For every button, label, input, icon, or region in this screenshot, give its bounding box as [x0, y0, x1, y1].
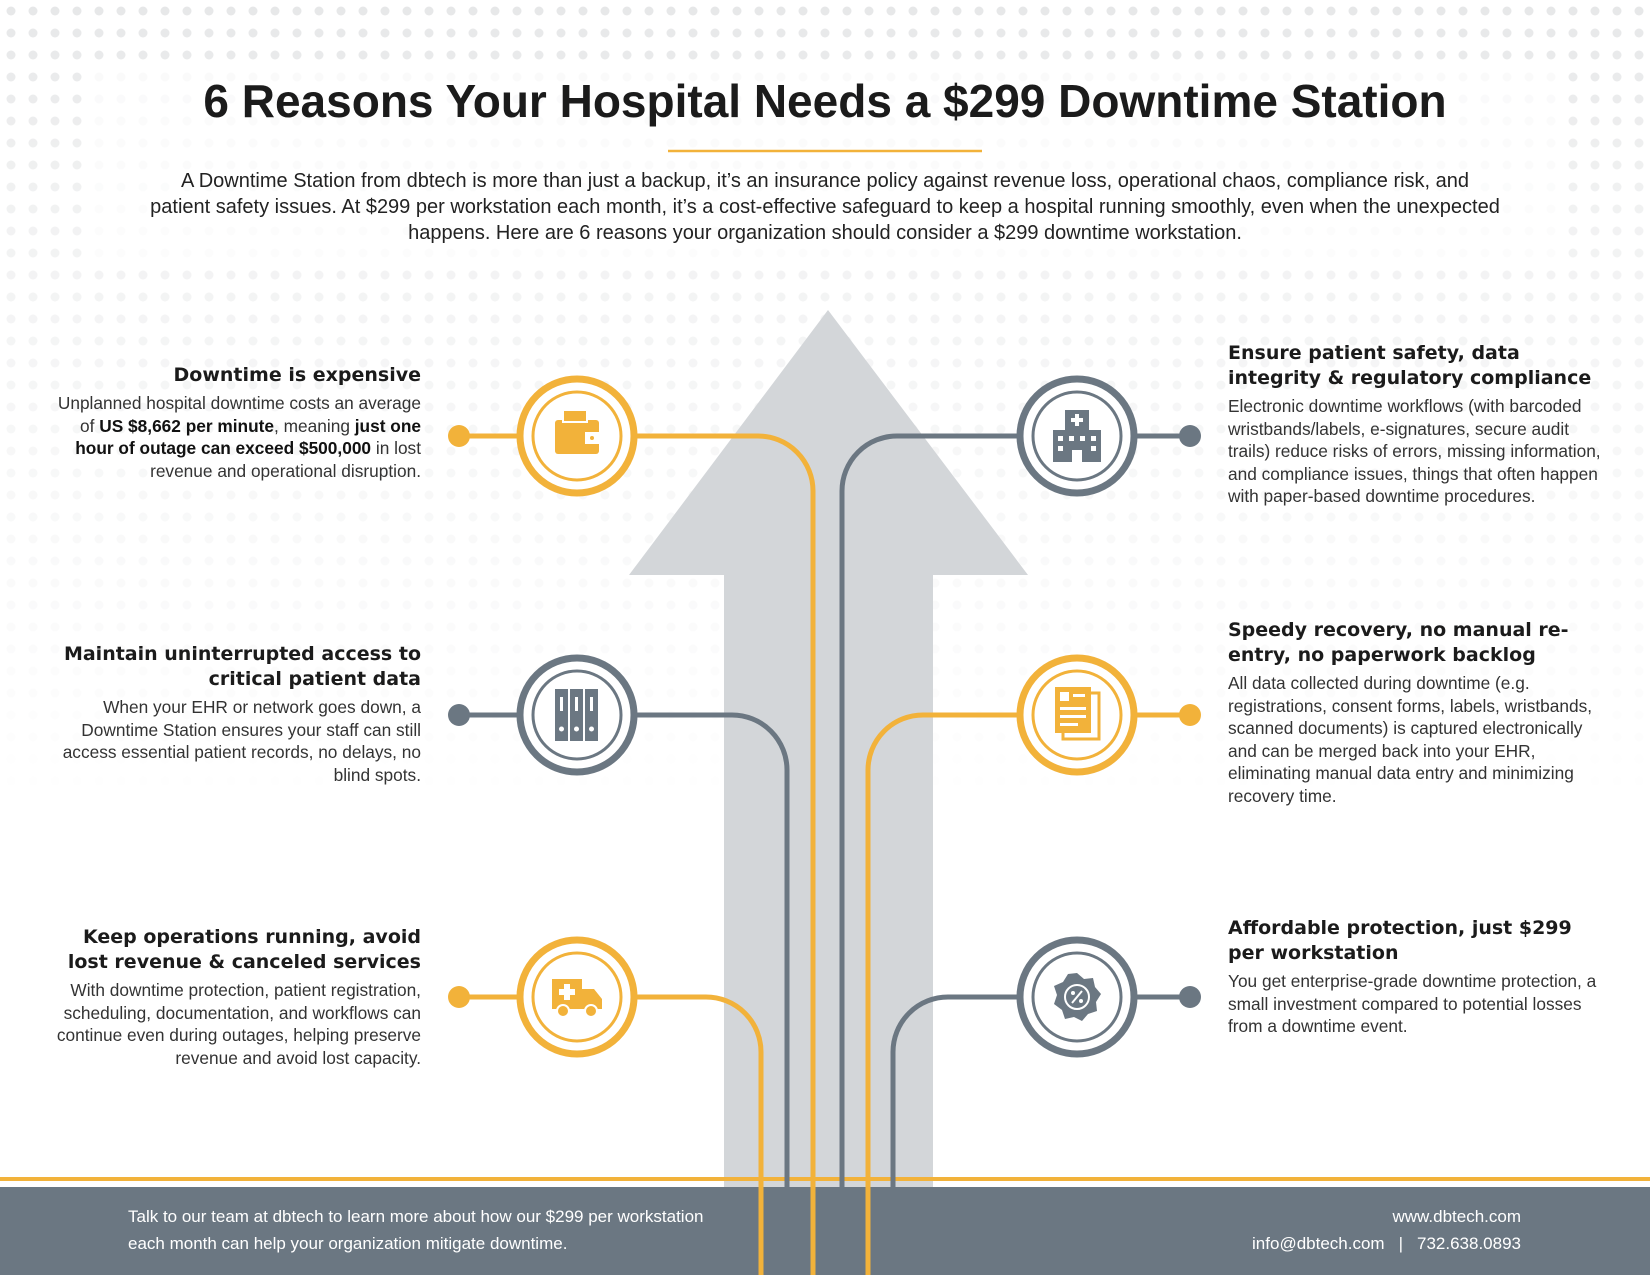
- connector: [459, 712, 790, 1275]
- end-dot: [448, 986, 470, 1008]
- website: www.dbtech.com: [1392, 1207, 1522, 1226]
- footer-message: Talk to our team at dbtech to learn more…: [128, 1207, 704, 1253]
- phone: 732.638.0893: [1417, 1234, 1521, 1253]
- hospital-badge: [1016, 375, 1138, 497]
- contact-line: info@dbtech.com | 732.638.0893: [1252, 1230, 1521, 1257]
- body-text: in lost revenue and operational disrupti…: [150, 438, 421, 481]
- reason-body: Electronic downtime workflows (with barc…: [1228, 395, 1608, 508]
- footer-contact: www.dbtech.com info@dbtech.com | 732.638.0…: [1252, 1203, 1521, 1257]
- page-title: 6 Reasons Your Hospital Needs a $299 Dow…: [203, 75, 1447, 127]
- body-text: You get enterprise-grade downtime protec…: [1228, 971, 1597, 1037]
- reason-block: Affordable protection, just $299 per wor…: [1228, 916, 1608, 1038]
- footer-band: [0, 1187, 1650, 1275]
- connector: [459, 433, 816, 1275]
- end-dots: [448, 425, 1201, 1008]
- connector-lines: [459, 433, 1190, 1275]
- reason-block: Ensure patient safety, data integrity & …: [1228, 341, 1608, 508]
- reason-block: Downtime is expensive Unplanned hospital …: [41, 363, 421, 482]
- bold-text: US $8,662 per minute: [99, 415, 275, 436]
- binders-badge: [516, 654, 638, 776]
- reason-body: When your EHR or network goes down, a Do…: [41, 696, 421, 786]
- reason-heading: Speedy recovery, no manual re-entry, no …: [1228, 619, 1569, 666]
- discount-badge: [1016, 936, 1138, 1058]
- wallet-badge: [516, 375, 638, 497]
- connector: [839, 433, 1190, 1275]
- ambulance-badge: [516, 936, 638, 1058]
- header-backdrop: [90, 60, 1560, 260]
- body-text: All data collected during downtime (e.g.…: [1228, 673, 1593, 806]
- end-dot: [1179, 704, 1201, 726]
- document-badge: [1016, 654, 1138, 776]
- reason-heading: Maintain uninterrupted access to critica…: [63, 643, 421, 690]
- body-text: Electronic downtime workflows (with barc…: [1228, 396, 1601, 507]
- body-text: When your EHR or network goes down, a Do…: [62, 697, 421, 785]
- body-text: With downtime protection, patient regist…: [56, 980, 421, 1068]
- footer-rule: [0, 1177, 1650, 1181]
- up-arrow: [629, 310, 1028, 1187]
- separator: |: [1398, 1234, 1403, 1253]
- reason-heading: Affordable protection, just $299 per wor…: [1228, 917, 1572, 964]
- reason-block: Maintain uninterrupted access to critica…: [41, 642, 421, 786]
- body-text: Unplanned hospital downtime costs an ave…: [57, 393, 421, 436]
- connector: [865, 712, 1190, 1275]
- body-text: , meaning: [274, 415, 355, 436]
- reason-block: Speedy recovery, no manual re-entry, no …: [1228, 618, 1608, 808]
- reason-body: With downtime protection, patient regist…: [41, 979, 421, 1069]
- reason-heading: Downtime is expensive: [173, 364, 421, 386]
- reason-body: All data collected during downtime (e.g.…: [1228, 672, 1608, 808]
- end-dot: [1179, 986, 1201, 1008]
- reason-block: Keep operations running, avoid lost reve…: [41, 925, 421, 1069]
- email: info@dbtech.com: [1252, 1234, 1385, 1253]
- end-dot: [1179, 425, 1201, 447]
- reason-heading: Keep operations running, avoid lost reve…: [67, 926, 421, 973]
- connector: [459, 994, 764, 1275]
- reason-body: You get enterprise-grade downtime protec…: [1228, 970, 1608, 1038]
- connector: [890, 994, 1190, 1275]
- reason-heading: Ensure patient safety, data integrity & …: [1228, 342, 1592, 389]
- end-dot: [448, 704, 470, 726]
- reason-body: Unplanned hospital downtime costs an ave…: [41, 392, 421, 482]
- bold-text: just one hour of outage can exceed $500,…: [75, 415, 421, 459]
- intro: A Downtime Station from dbtech is more t…: [150, 170, 1500, 244]
- end-dot: [448, 425, 470, 447]
